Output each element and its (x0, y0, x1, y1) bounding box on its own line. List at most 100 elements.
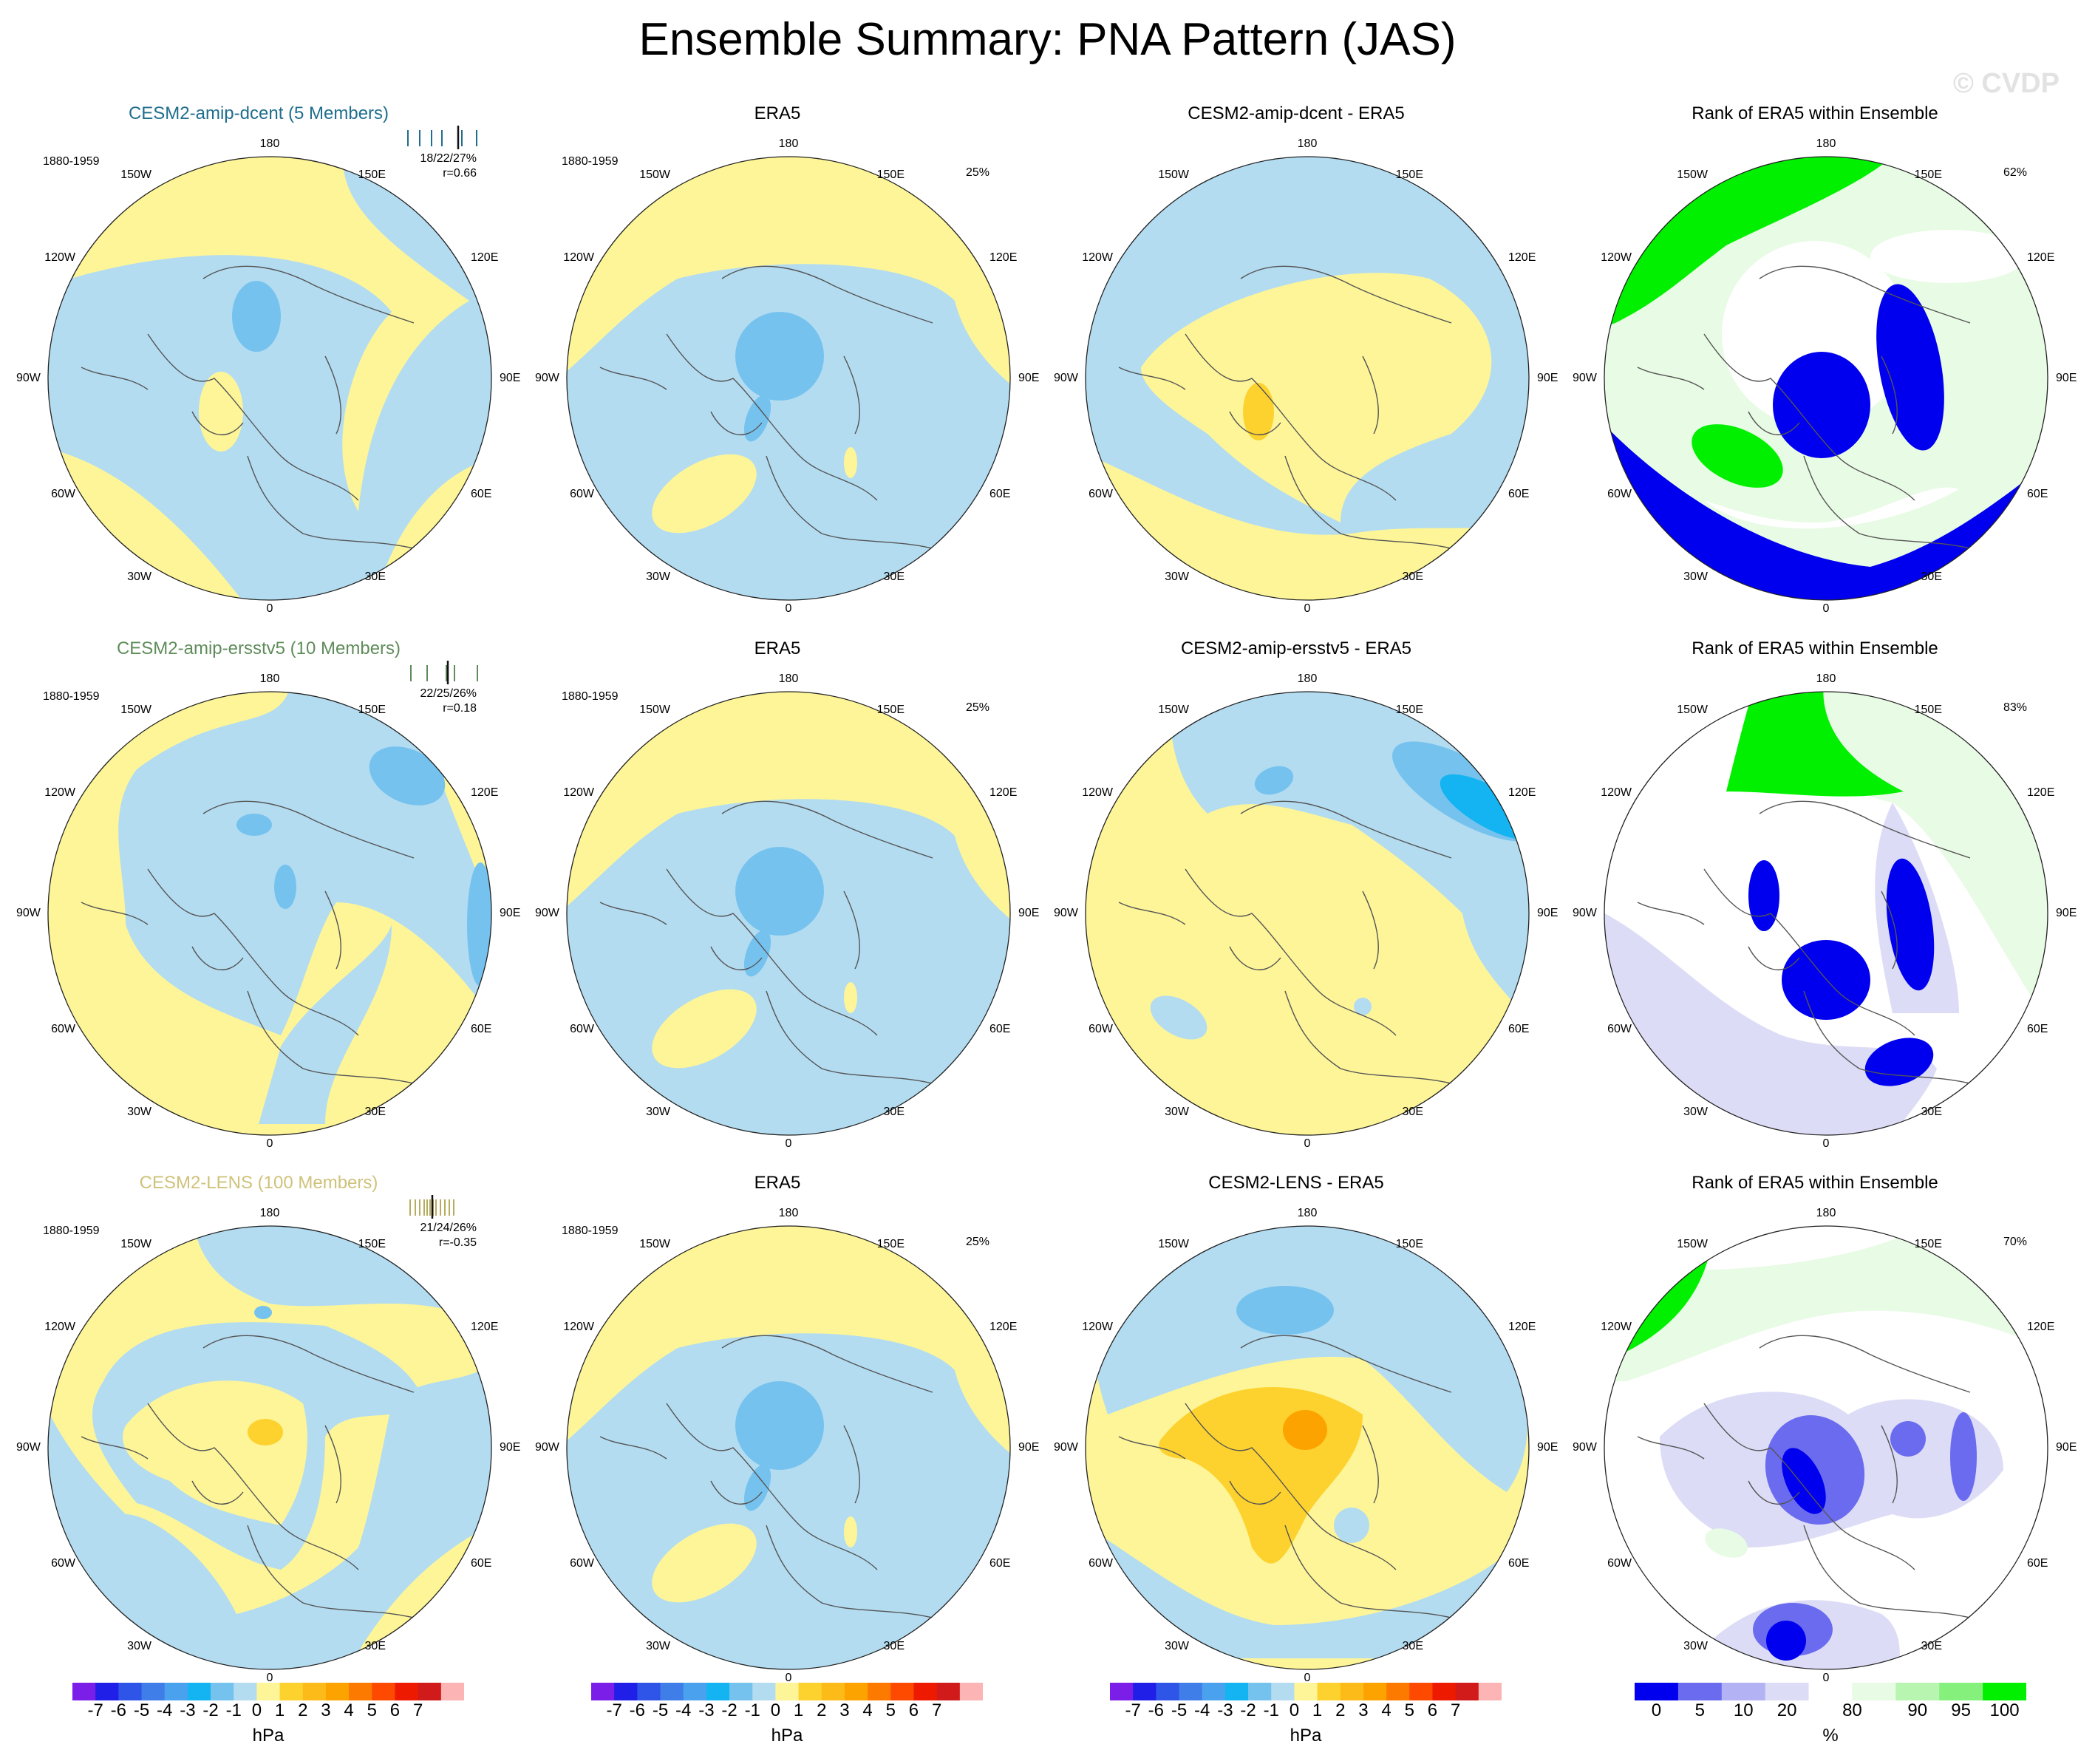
map-region (743, 930, 771, 977)
lon-label-120w: 120W (1082, 786, 1113, 799)
colorbar-swatch (372, 1683, 395, 1700)
colorbar-swatch (1224, 1683, 1249, 1700)
lon-label-120e: 120E (989, 786, 1018, 799)
colorbar-swatch (1156, 1683, 1180, 1700)
lon-label-120e: 120E (1508, 251, 1536, 264)
lon-label-180: 180 (778, 137, 799, 150)
coastline (191, 411, 244, 436)
colorbar-tick-label: 6 (1427, 1700, 1438, 1720)
panel-title: ERA5 (754, 103, 801, 123)
coastline (81, 902, 149, 925)
colorbar-tick-label: -5 (652, 1700, 669, 1720)
panel-title: ERA5 (754, 638, 801, 658)
map-region (274, 865, 296, 909)
coastline (721, 265, 933, 324)
colorbar-swatch (637, 1683, 661, 1700)
lon-label-90w: 90W (1054, 372, 1078, 384)
colorbar-tick-label: -1 (225, 1700, 242, 1720)
coastline (1748, 946, 1800, 971)
lon-label-150e: 150E (358, 1238, 386, 1250)
pattern-corr-label: r=-0.35 (438, 1236, 477, 1249)
panel-model-row1: CESM2-amip-dcent (5 Members) 180 0 90W 90E 15… (0, 103, 520, 636)
map-region (1766, 1621, 1806, 1661)
colorbar-tick-label: 2 (1335, 1700, 1346, 1720)
polar-map (47, 126, 492, 601)
panel-rank-row1: Rank of ERA5 within Ensemble 180 0 90W 90E 15… (1556, 103, 2077, 636)
colorbar-tick-label: -2 (1240, 1700, 1256, 1720)
lon-label-120e: 120E (1508, 1321, 1536, 1333)
map-region (48, 157, 491, 511)
colorbar-swatch (1983, 1683, 2026, 1700)
panel-title: CESM2-LENS - ERA5 (1208, 1173, 1384, 1193)
colorbar-tick-label: 6 (908, 1700, 919, 1720)
map-region (652, 989, 757, 1069)
map-region (567, 1226, 1010, 1470)
colorbar-tick-label: -4 (1194, 1700, 1210, 1720)
lon-label-30e: 30E (883, 1106, 905, 1118)
lon-label-150w: 150W (1677, 1238, 1708, 1250)
colorbar-swatch (775, 1683, 800, 1700)
map-boundary (1604, 1225, 2048, 1670)
lon-label-60w: 60W (1089, 488, 1113, 500)
lon-label-180: 180 (1816, 137, 1836, 150)
colorbar-swatch (868, 1683, 891, 1700)
coastline (1229, 946, 1281, 971)
lon-label-0: 0 (785, 1672, 792, 1684)
colorbar-swatch (1808, 1683, 1853, 1700)
pattern-corr-label: r=0.66 (443, 167, 477, 180)
lon-label-180: 180 (259, 137, 280, 150)
colorbar-swatch (256, 1683, 281, 1700)
map-boundary (47, 156, 492, 601)
colorbar-swatch (141, 1683, 166, 1700)
coastline (843, 890, 860, 970)
map-region (1141, 273, 1492, 522)
coastline (1240, 800, 1452, 859)
colorbar-swatch (118, 1683, 143, 1700)
lon-label-0: 0 (1822, 602, 1830, 615)
coastline (247, 1525, 426, 1621)
polar-map (47, 1195, 492, 1670)
map-region (844, 447, 857, 478)
lon-label-0: 0 (1822, 1137, 1830, 1150)
map-region (1254, 766, 1294, 795)
coastline (710, 946, 763, 971)
colorbar-tick-label: 5 (1404, 1700, 1414, 1720)
lon-label-60e: 60E (989, 1557, 1011, 1570)
map-region (1243, 383, 1274, 440)
coastline (147, 333, 359, 501)
panel-title: CESM2-amip-dcent (5 Members) (128, 103, 389, 123)
coastline (1703, 333, 1915, 501)
map-region (1870, 230, 2026, 283)
panel-title: CESM2-amip-ersstv5 - ERA5 (1180, 638, 1412, 658)
coastline (599, 1436, 667, 1460)
colorbar-hpa: -7 -6 -5 -4 -3 -2 -1 0 1 2 3 4 5 6 7 hPa (591, 1683, 990, 1757)
map-boundary (1604, 156, 2048, 601)
colorbar-swatch (1721, 1683, 1766, 1700)
colorbar-tick-label: 2 (298, 1700, 308, 1720)
colorbar-tick-label: 4 (1381, 1700, 1391, 1720)
coastline (1185, 1403, 1397, 1570)
polar-map (1085, 691, 1530, 1136)
panel-obs-row2: ERA5 180 0 90W 90E 150W 150E 120W 120E 60W 60E 30W 3… (519, 638, 1039, 1171)
map-region (248, 1419, 283, 1445)
map-region (1649, 1226, 1959, 1270)
lon-label-30w: 30W (1683, 571, 1708, 583)
map-region (1086, 1514, 1529, 1658)
lon-label-120w: 120W (1601, 786, 1632, 799)
lon-label-60e: 60E (2027, 488, 2048, 500)
lon-label-30w: 30W (646, 1640, 670, 1652)
map-region (1150, 995, 1207, 1040)
colorbar-swatch (325, 1683, 350, 1700)
colorbar-swatch (706, 1683, 730, 1700)
lon-label-120w: 120W (1082, 251, 1113, 264)
map-region (236, 814, 272, 836)
colorbar-swatch (1939, 1683, 1983, 1700)
polar-map (1604, 1225, 2048, 1670)
colorbar-hpa: -7 -6 -5 -4 -3 -2 -1 0 1 2 3 4 5 6 7 hPa (1110, 1683, 1509, 1757)
coastline (1118, 367, 1186, 390)
coastline (599, 902, 667, 925)
map-region (1091, 1226, 1528, 1492)
colorbar-unit: % (1822, 1726, 1839, 1746)
lon-label-0: 0 (266, 1672, 273, 1684)
coastline (1284, 1525, 1463, 1621)
